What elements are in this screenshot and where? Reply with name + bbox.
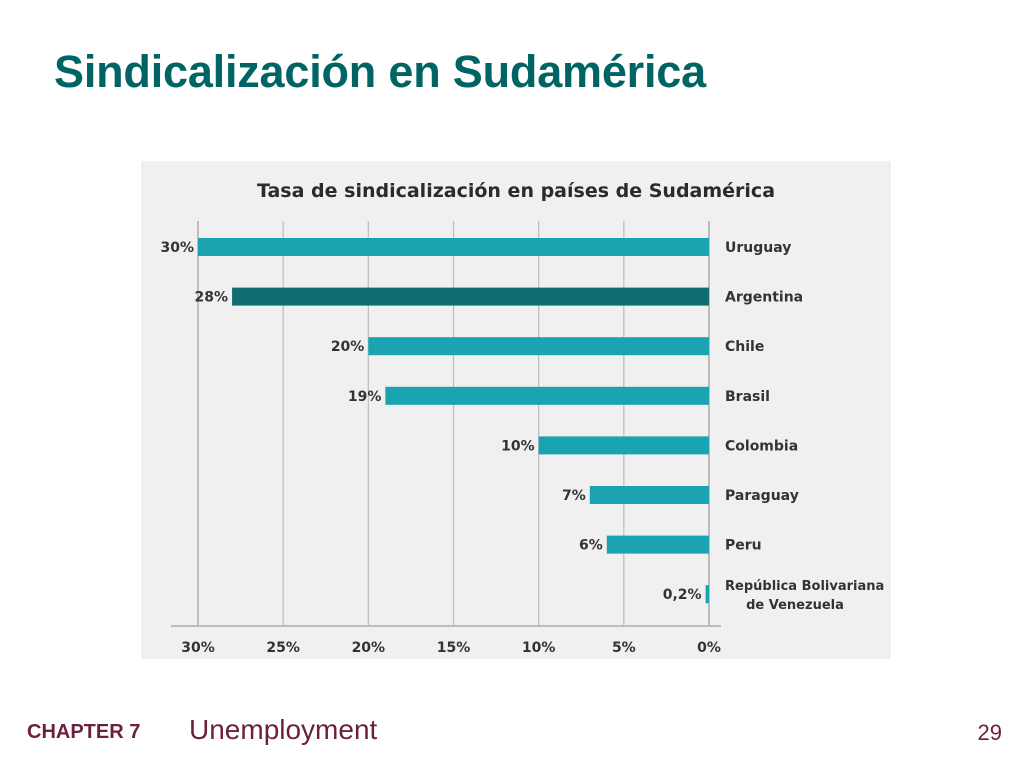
- bar: [385, 386, 709, 405]
- bar-chart: Tasa de sindicalización en países de Sud…: [160, 180, 884, 656]
- x-tick-label: 5%: [612, 640, 636, 656]
- data-label: 0,2%: [663, 587, 702, 603]
- category-label: Chile: [725, 339, 764, 355]
- category-label: Peru: [725, 538, 762, 554]
- category-label: de Venezuela: [746, 598, 844, 613]
- chart-panel: Tasa de sindicalización en países de Sud…: [141, 161, 891, 659]
- page-number: 29: [977, 720, 1002, 745]
- bar: [368, 337, 709, 356]
- footer-topic-label: Unemployment: [189, 714, 378, 745]
- bar: [589, 486, 709, 504]
- data-label: 30%: [160, 240, 194, 256]
- x-tick-label: 0%: [697, 640, 721, 656]
- category-label: Colombia: [725, 438, 798, 454]
- bar: [606, 535, 709, 554]
- data-label: 20%: [331, 339, 365, 355]
- category-label: Argentina: [725, 290, 803, 306]
- data-label: 10%: [501, 438, 535, 454]
- data-label: 28%: [195, 290, 229, 306]
- bar: [705, 585, 709, 604]
- slide-title: Sindicalización en Sudamérica: [54, 46, 706, 97]
- category-label: República Bolivariana: [725, 579, 884, 594]
- x-tick-label: 25%: [266, 640, 300, 656]
- footer-chapter-label: CHAPTER 7: [27, 721, 141, 743]
- bar: [232, 287, 710, 306]
- data-label: 7%: [562, 488, 586, 504]
- category-label: Paraguay: [725, 488, 799, 504]
- bar: [538, 436, 709, 455]
- x-tick-label: 20%: [352, 640, 386, 656]
- data-label: 19%: [348, 389, 382, 405]
- chart-title: Tasa de sindicalización en países de Sud…: [257, 180, 775, 202]
- category-label: Brasil: [725, 389, 770, 405]
- x-tick-label: 30%: [181, 640, 215, 656]
- bar: [198, 238, 709, 256]
- category-label: Uruguay: [725, 240, 791, 256]
- x-tick-label: 10%: [522, 640, 556, 656]
- x-tick-label: 15%: [437, 640, 471, 656]
- data-label: 6%: [579, 538, 603, 554]
